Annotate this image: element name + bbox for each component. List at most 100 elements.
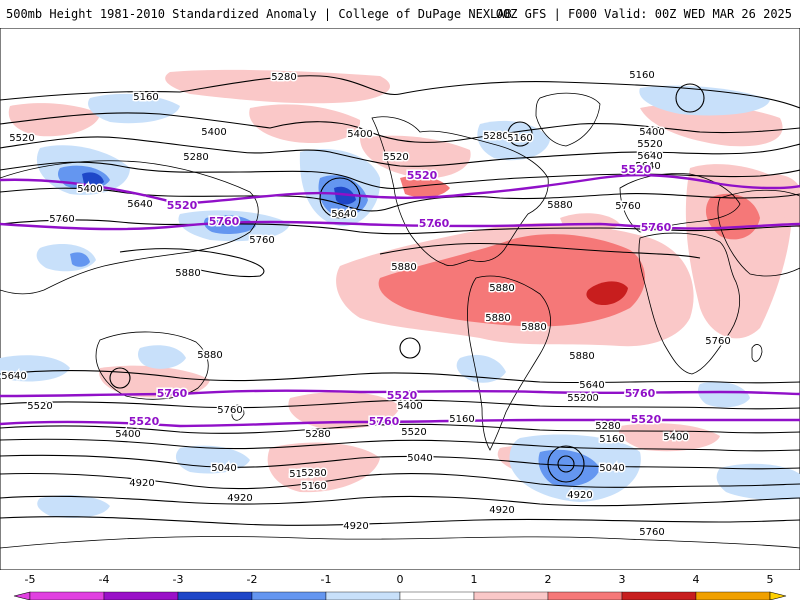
header: 500mb Height 1981-2010 Standardized Anom… xyxy=(0,0,800,28)
contour-label: 5040 xyxy=(407,453,432,464)
contour-label: 5880 xyxy=(175,268,200,279)
anomaly-pos-1 xyxy=(640,103,783,147)
closed-contour xyxy=(507,121,533,147)
contour-line xyxy=(0,423,800,434)
contour-label: 5280 xyxy=(483,131,508,142)
anomaly-neg-1 xyxy=(456,354,506,383)
colorbar-tick-label: -3 xyxy=(173,573,184,586)
contour-label: 5880 xyxy=(489,283,514,294)
anomaly-neg-1 xyxy=(175,445,250,474)
contour-label: 5280 xyxy=(183,152,208,163)
anomaly-neg-1 xyxy=(716,463,800,500)
closed-contour xyxy=(547,445,585,483)
contour-label: 5640 xyxy=(637,151,662,162)
closed-contour xyxy=(399,337,421,359)
anomaly-neg-1 xyxy=(88,93,180,124)
closed-contour xyxy=(557,455,575,473)
colorbar-segment xyxy=(177,591,253,600)
contour-line xyxy=(0,454,800,470)
colorbar-svg: -5 -4 -3 -2 -1 0 1 2 3 4 5 xyxy=(13,573,787,600)
contour-label: 5040 xyxy=(211,463,236,474)
contour-label: 5640 xyxy=(1,371,26,382)
closed-contour xyxy=(319,177,361,219)
anomaly-pos-1 xyxy=(618,423,720,452)
highlight-contour-label: 5520 xyxy=(387,389,418,402)
colorbar-tick-label: 1 xyxy=(471,573,478,586)
colorbar-tick-label: 5 xyxy=(767,573,774,586)
contour-label: 5040 xyxy=(599,463,624,474)
contour-label: 5520 xyxy=(9,133,34,144)
contour-label: 5520 xyxy=(567,393,592,404)
contour-label: 5880 xyxy=(391,262,416,273)
highlight-contour-label: 5520 xyxy=(631,413,662,426)
highlight-contour-line xyxy=(0,418,800,428)
contour-label: 5520 xyxy=(27,401,52,412)
colorbar-segment xyxy=(29,591,105,600)
highlight-contour-label: 5760 xyxy=(641,221,672,234)
contour-label: 4920 xyxy=(227,493,252,504)
highlight-contour-label: 5760 xyxy=(419,217,450,230)
contour-label: 5160 xyxy=(301,481,326,492)
contour-label: 5880 xyxy=(485,313,510,324)
run-info: 00Z GFS | F000 Valid: 00Z WED MAR 26 202… xyxy=(495,7,792,21)
contour-label: 5520 xyxy=(401,427,426,438)
contour-label: 5880 xyxy=(197,350,222,361)
contour-label: 5280 xyxy=(271,72,296,83)
coastlines xyxy=(0,92,800,549)
contour-label: 5520 xyxy=(383,152,408,163)
colorbar-segment xyxy=(251,591,327,600)
contour-label: 5280 xyxy=(301,468,326,479)
highlight-contour-label: 5760 xyxy=(157,387,188,400)
coast-new-zealand xyxy=(231,404,245,421)
colorbar-tick-label: -4 xyxy=(99,573,110,586)
contour-label: 5400 xyxy=(201,127,226,138)
contour-label: 5760 xyxy=(49,214,74,225)
coast-madagascar xyxy=(751,344,763,362)
anomaly-pos-1 xyxy=(99,365,210,398)
anomaly-pos-1 xyxy=(360,135,471,179)
contour-line xyxy=(0,438,800,452)
contour-line xyxy=(0,472,800,490)
contour-line xyxy=(0,75,800,109)
contour-label: 5400 xyxy=(397,401,422,412)
contour-label: 5640 xyxy=(573,393,598,404)
contour-line xyxy=(0,516,800,526)
colorbar-segment xyxy=(399,591,475,600)
contour-label: 4920 xyxy=(489,505,514,516)
contour-label: 5640 xyxy=(635,161,660,172)
colorbar-segment xyxy=(325,591,401,600)
highlight-contour-label: 5760 xyxy=(209,215,240,228)
anomaly-pos-1 xyxy=(267,442,380,493)
coast-antarctica xyxy=(0,536,800,549)
colorbar-segment xyxy=(547,591,623,600)
closed-contour xyxy=(109,367,131,389)
contour-line xyxy=(0,161,800,190)
contour-label: 5160 xyxy=(599,434,624,445)
highlight-contour-line xyxy=(0,220,800,231)
contour-line xyxy=(0,399,800,410)
contour-label: 5400 xyxy=(347,129,372,140)
contour-label: 5760 xyxy=(639,527,664,538)
contour-label: 5880 xyxy=(521,322,546,333)
highlight-contour-label: 5520 xyxy=(167,199,198,212)
anomaly-neg-1 xyxy=(0,355,70,382)
anomaly-pos-1 xyxy=(8,103,100,137)
contour-label: 5160 xyxy=(289,469,314,480)
anomaly-neg-1 xyxy=(37,495,111,518)
map-title: 500mb Height 1981-2010 Standardized Anom… xyxy=(6,7,512,21)
anomaly-pos-2 xyxy=(400,175,450,198)
contour-label: 5160 xyxy=(629,70,654,81)
coast-australia xyxy=(95,331,209,400)
contour-line xyxy=(0,112,800,143)
contour-label: 5160 xyxy=(133,92,158,103)
contour-label: 5160 xyxy=(449,414,474,425)
contour-line xyxy=(379,242,701,259)
closed-contour xyxy=(675,83,705,113)
contour-label: 5760 xyxy=(249,235,274,246)
coast-asia xyxy=(0,160,259,295)
anomaly-pos-3 xyxy=(586,281,628,306)
colorbar-segment xyxy=(695,591,771,600)
contour-label: 5640 xyxy=(331,209,356,220)
contour-label: 5520 xyxy=(637,139,662,150)
contour-label: 5640 xyxy=(127,199,152,210)
